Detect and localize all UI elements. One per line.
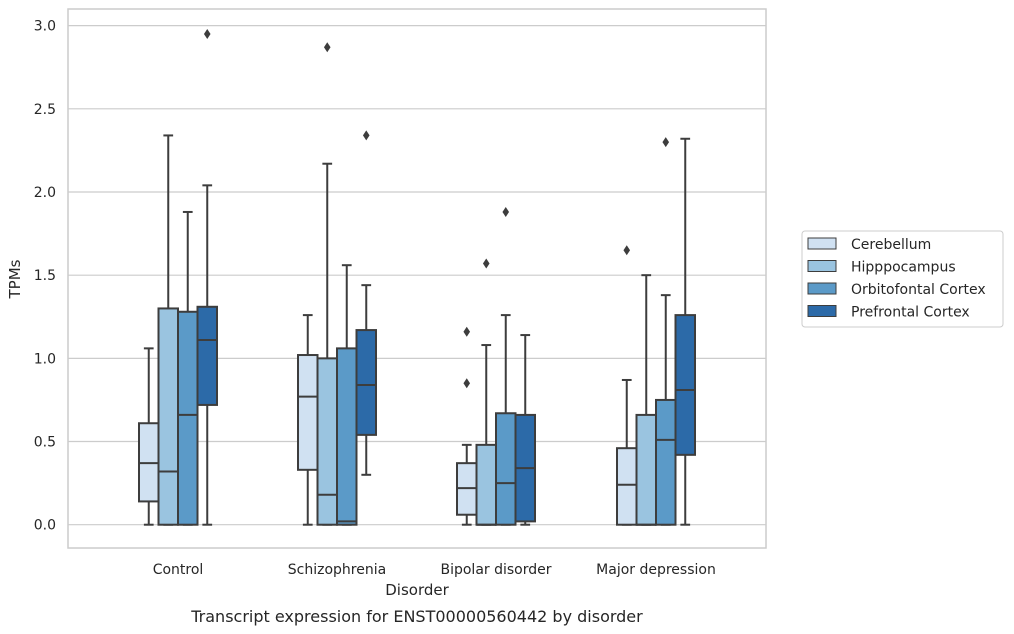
- box: [297, 354, 319, 471]
- legend-swatch: [807, 305, 837, 317]
- box-hipppocampus-0: [157, 134, 179, 526]
- outlier-point: [323, 42, 331, 53]
- box: [616, 447, 638, 526]
- box: [196, 305, 218, 406]
- box: [177, 310, 199, 526]
- box-hipppocampus-1: [316, 42, 338, 526]
- legend-swatch: [807, 282, 837, 295]
- legend-label: Hipppocampus: [851, 260, 956, 276]
- box: [316, 357, 338, 526]
- y-tick-label: 3.0: [34, 19, 56, 35]
- box-cerebellum-2: [456, 326, 478, 526]
- outlier-point: [362, 130, 370, 141]
- figure-caption: Transcript expression for ENST0000056044…: [190, 607, 643, 626]
- box: [635, 413, 657, 526]
- legend-label: Prefrontal Cortex: [851, 305, 970, 321]
- box-orbitofontal-cortex-3: [655, 137, 677, 526]
- box: [674, 314, 696, 456]
- x-axis-title: Disorder: [385, 581, 449, 599]
- box: [355, 329, 377, 436]
- box-prefrontal-cortex-3: [674, 137, 696, 526]
- legend: Cerebellum Hipppocampus Orbitofontal Corte…: [801, 230, 1004, 328]
- box-hipppocampus-2: [475, 258, 497, 526]
- box-cerebellum-0: [138, 347, 160, 526]
- y-tick-label: 0.0: [34, 518, 56, 534]
- outlier-point: [203, 28, 211, 39]
- box-prefrontal-cortex-1: [355, 130, 377, 476]
- box-cerebellum-3: [616, 245, 638, 526]
- legend-frame: [801, 230, 1004, 328]
- legend-label: Orbitofontal Cortex: [851, 282, 986, 298]
- outlier-point: [463, 378, 471, 389]
- x-tick-labels: Control Schizophrenia Bipolar disorder Majo…: [153, 562, 716, 578]
- legend-swatch: [807, 260, 837, 272]
- y-tick-labels: 0.0 0.5 1.0 1.5 2.0 2.5 3.0: [34, 19, 56, 534]
- x-tick-label: Schizophrenia: [288, 562, 386, 578]
- y-tick-label: 1.0: [34, 351, 56, 367]
- y-tick-label: 1.5: [34, 268, 56, 284]
- y-tick-label: 0.5: [34, 435, 56, 451]
- boxplot-marks: [138, 28, 696, 526]
- box-orbitofontal-cortex-0: [177, 210, 199, 526]
- box: [495, 412, 517, 526]
- box-cerebellum-1: [297, 314, 319, 526]
- x-tick-label: Control: [153, 562, 204, 578]
- x-tick-label: Bipolar disorder: [440, 562, 551, 578]
- box: [655, 398, 677, 526]
- outlier-point: [502, 206, 510, 217]
- outlier-point: [463, 326, 471, 337]
- box: [157, 307, 179, 526]
- box-orbitofontal-cortex-1: [336, 264, 358, 526]
- box-prefrontal-cortex-0: [196, 28, 218, 526]
- legend-label: Cerebellum: [851, 237, 931, 253]
- box-prefrontal-cortex-2: [514, 334, 536, 526]
- box: [336, 347, 358, 526]
- legend-swatch: [807, 237, 837, 250]
- plot-frame: [67, 8, 767, 549]
- outlier-point: [623, 245, 631, 256]
- y-tick-label: 2.0: [34, 185, 56, 201]
- box-orbitofontal-cortex-2: [495, 206, 517, 526]
- y-tick-label: 2.5: [34, 102, 56, 118]
- box: [475, 443, 497, 526]
- box-hipppocampus-3: [635, 274, 657, 526]
- y-axis-title: TPMs: [6, 259, 24, 299]
- x-tick-label: Major depression: [596, 562, 716, 578]
- outlier-point: [482, 258, 490, 269]
- outlier-point: [662, 137, 670, 148]
